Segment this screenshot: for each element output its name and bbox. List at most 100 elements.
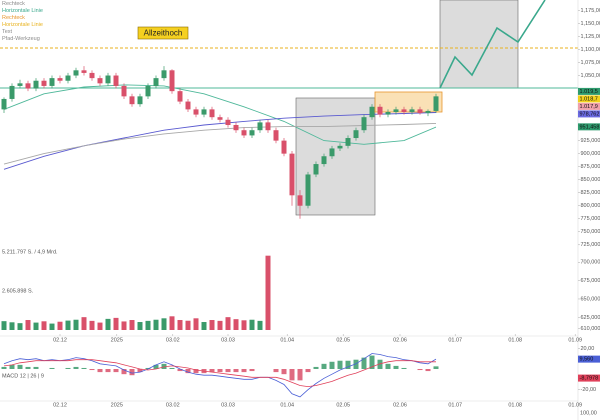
macd-histogram xyxy=(9,364,15,369)
x-tick-label: 2025 xyxy=(111,337,123,343)
volume-bar xyxy=(81,317,87,330)
macd-histogram xyxy=(353,359,359,369)
y2-tick-label: 610,000 xyxy=(581,326,600,332)
moving-average xyxy=(3,84,437,145)
annotation-text: Allzeithoch xyxy=(144,29,183,38)
legend-entry: Horizontale Linie xyxy=(2,22,43,28)
candle-body xyxy=(161,70,167,79)
volume-bar xyxy=(41,321,47,330)
macd-histogram xyxy=(49,367,55,369)
candle-body xyxy=(153,78,159,86)
price-tag xyxy=(578,355,600,363)
macd-histogram xyxy=(337,360,343,369)
y-tick-label: 1,175,000 xyxy=(581,8,600,14)
x-tick-label: 03.02 xyxy=(166,337,180,343)
volume-bar xyxy=(17,323,23,330)
candle-body xyxy=(73,70,79,76)
candle-body xyxy=(305,174,311,206)
y-tick-label: 875,000 xyxy=(581,164,600,170)
volume-bar xyxy=(65,320,71,330)
macd-histogram xyxy=(345,360,351,369)
volume-bar xyxy=(161,318,167,330)
x-tick-label: 02.06 xyxy=(393,337,407,343)
y-tick-label: 1,125,000 xyxy=(581,34,600,40)
candle-body xyxy=(329,148,335,157)
macd-histogram xyxy=(25,366,31,369)
y2-tick-label: 650,000 xyxy=(581,296,600,302)
candle-body xyxy=(337,145,343,149)
macd-histogram xyxy=(97,369,103,373)
candle-body xyxy=(409,109,415,112)
volume-label: 5.211.797 S. / 4,9 Mrd. xyxy=(2,249,58,255)
volume-bar xyxy=(73,319,79,330)
y-tick-label: 725,000 xyxy=(581,242,600,248)
macd-histogram xyxy=(33,366,39,369)
macd-histogram xyxy=(65,367,71,369)
volume-bar xyxy=(9,322,15,330)
macd-line xyxy=(3,353,437,398)
macd-histogram xyxy=(209,369,215,373)
macd-histogram xyxy=(145,367,151,369)
candle-body xyxy=(17,83,23,86)
y-tick-label: 1,150,000 xyxy=(581,21,600,27)
candle-body xyxy=(377,106,383,115)
candle-body xyxy=(113,75,119,86)
price-tag-label: 1.017,9 xyxy=(580,104,598,110)
price-tag xyxy=(578,87,600,95)
projection-box xyxy=(439,0,519,89)
x-tick-label: 01.09 xyxy=(568,337,582,343)
macd-histogram xyxy=(385,363,391,369)
macd-histogram xyxy=(433,366,439,369)
price-tag-label: 1.019,5 xyxy=(580,89,598,95)
macd-histogram xyxy=(233,369,239,373)
candle-body xyxy=(233,125,239,131)
macd-histogram xyxy=(129,369,135,376)
x-tick-label: 01.04 xyxy=(280,337,294,343)
macd-histogram xyxy=(17,364,23,369)
price-tag xyxy=(578,95,600,103)
candle-body xyxy=(1,98,7,110)
x-tick-label: 02.12 xyxy=(53,337,67,343)
macd-histogram xyxy=(249,369,255,372)
x-tick-label: 01.09 xyxy=(568,402,582,408)
x-tick-label: 03.03 xyxy=(221,337,235,343)
macd-histogram xyxy=(289,369,295,381)
macd-histogram xyxy=(113,369,119,373)
candle-body xyxy=(201,109,207,115)
candle-body xyxy=(385,111,391,115)
x-tick-label: 02.06 xyxy=(393,402,407,408)
macd-histogram xyxy=(393,365,399,369)
candle-body xyxy=(297,195,303,206)
candle-body xyxy=(345,138,351,146)
macd-histogram xyxy=(121,369,127,375)
macd-histogram xyxy=(369,355,375,369)
volume-bar xyxy=(177,320,183,330)
volume-bar xyxy=(145,320,151,330)
macd-histogram xyxy=(313,366,319,369)
candle-body xyxy=(169,70,175,92)
candle-body xyxy=(121,85,127,97)
price-tag xyxy=(578,374,600,382)
candle-body xyxy=(361,117,367,131)
candle-body xyxy=(265,122,271,131)
macd-histogram xyxy=(425,369,431,372)
y2-tick-label: 700,000 xyxy=(581,260,600,266)
annotation-box xyxy=(137,26,189,40)
x-tick-label: 02.12 xyxy=(53,402,67,408)
candle-body xyxy=(9,85,15,99)
candle-body xyxy=(129,96,135,105)
candle-body xyxy=(217,117,223,120)
volume-bar xyxy=(113,317,119,330)
candle-body xyxy=(33,80,39,89)
price-tag-label: -8,7978 xyxy=(580,376,599,382)
candle-body xyxy=(41,80,47,86)
volume-bar xyxy=(49,323,55,330)
x-tick-label: 01.07 xyxy=(448,402,462,408)
price-tag-label: 951,458 xyxy=(580,124,600,130)
volume-bar xyxy=(257,320,263,330)
volume-bar xyxy=(241,320,247,330)
candle-body xyxy=(193,109,199,115)
volume-bar xyxy=(25,320,31,330)
volume-bar xyxy=(209,320,215,330)
price-tag xyxy=(578,110,600,118)
